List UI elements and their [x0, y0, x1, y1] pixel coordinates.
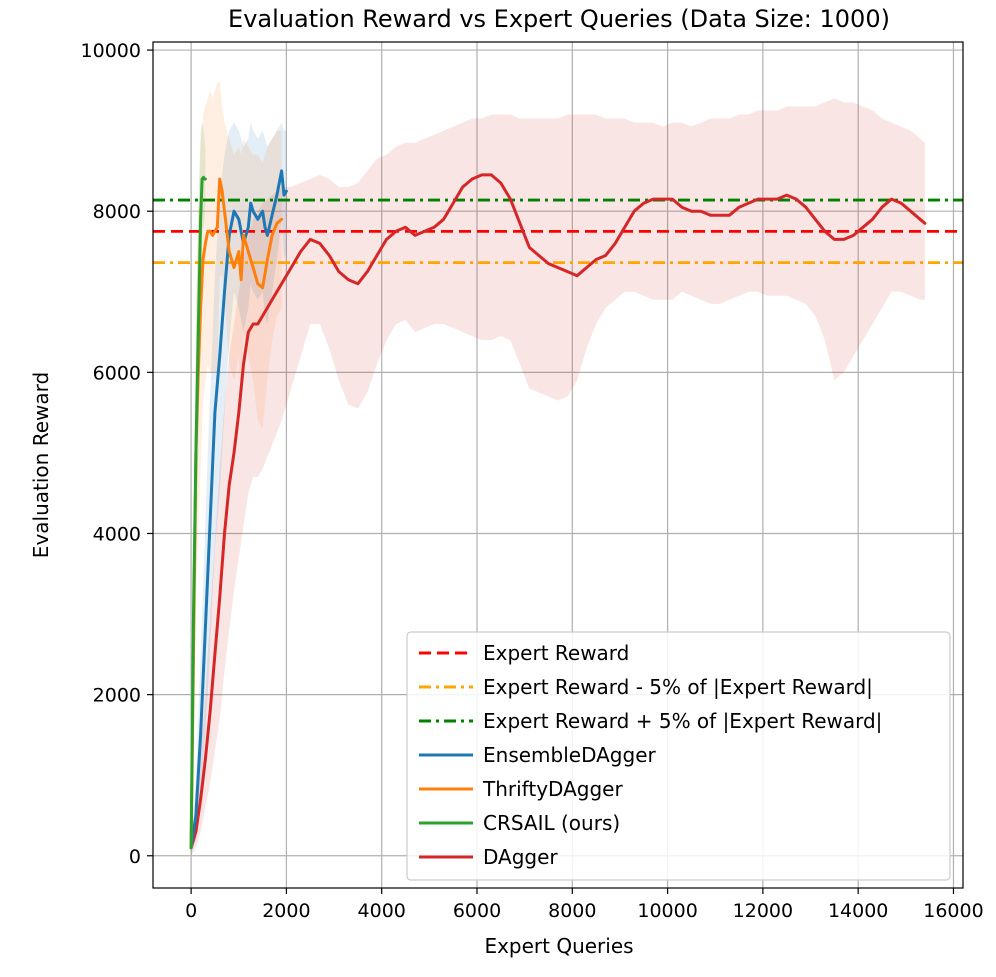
- legend-label: Expert Reward: [483, 641, 629, 665]
- legend-box: [406, 631, 951, 881]
- x-tick-label: 4000: [358, 900, 406, 922]
- legend-label: Expert Reward + 5% of |Expert Reward|: [483, 709, 882, 733]
- series-line-1: [189, 169, 288, 850]
- legend-label: Expert Reward - 5% of |Expert Reward|: [483, 675, 873, 699]
- y-tick-label: 8000: [93, 201, 141, 223]
- legend-label: ThriftyDAgger: [482, 777, 623, 801]
- confidence-band-1: [191, 122, 287, 856]
- y-tick-label: 4000: [93, 523, 141, 545]
- x-tick-label: 6000: [453, 900, 501, 922]
- legend-label: DAgger: [483, 845, 558, 869]
- reference-lines: [153, 198, 963, 265]
- chart-title: Evaluation Reward vs Expert Queries (Dat…: [228, 5, 890, 33]
- series-line-3: [189, 175, 207, 850]
- y-axis: 0 2000 4000 6000 8000 10000: [81, 40, 153, 868]
- series-lines: [189, 169, 927, 850]
- legend-label: EnsembleDAgger: [483, 743, 657, 767]
- series-line-4: [189, 173, 927, 850]
- y-tick-label: 0: [129, 846, 141, 868]
- x-tick-label: 0: [185, 900, 197, 922]
- y-tick-label: 6000: [93, 362, 141, 384]
- series-line-2: [189, 177, 284, 850]
- confidence-band-4: [191, 98, 925, 856]
- x-tick-label: 10000: [637, 900, 697, 922]
- x-tick-label: 12000: [733, 900, 793, 922]
- legend: Expert Reward Expert Reward - 5% of |Expe…: [406, 631, 951, 881]
- plot-frame: [152, 41, 964, 889]
- x-tick-label: 16000: [923, 900, 983, 922]
- x-axis: 0 2000 4000 6000 8000 10000 12000 14000 16000: [185, 888, 984, 922]
- x-tick-label: 2000: [262, 900, 310, 922]
- y-tick-label: 10000: [81, 40, 141, 62]
- y-axis-title: Evaluation Reward: [29, 372, 53, 558]
- y-tick-label: 2000: [93, 685, 141, 707]
- x-tick-label: 14000: [828, 900, 888, 922]
- legend-label: CRSAIL (ours): [483, 811, 620, 835]
- confidence-band-2: [191, 82, 282, 856]
- x-axis-title: Expert Queries: [484, 934, 633, 958]
- x-tick-label: 8000: [548, 900, 596, 922]
